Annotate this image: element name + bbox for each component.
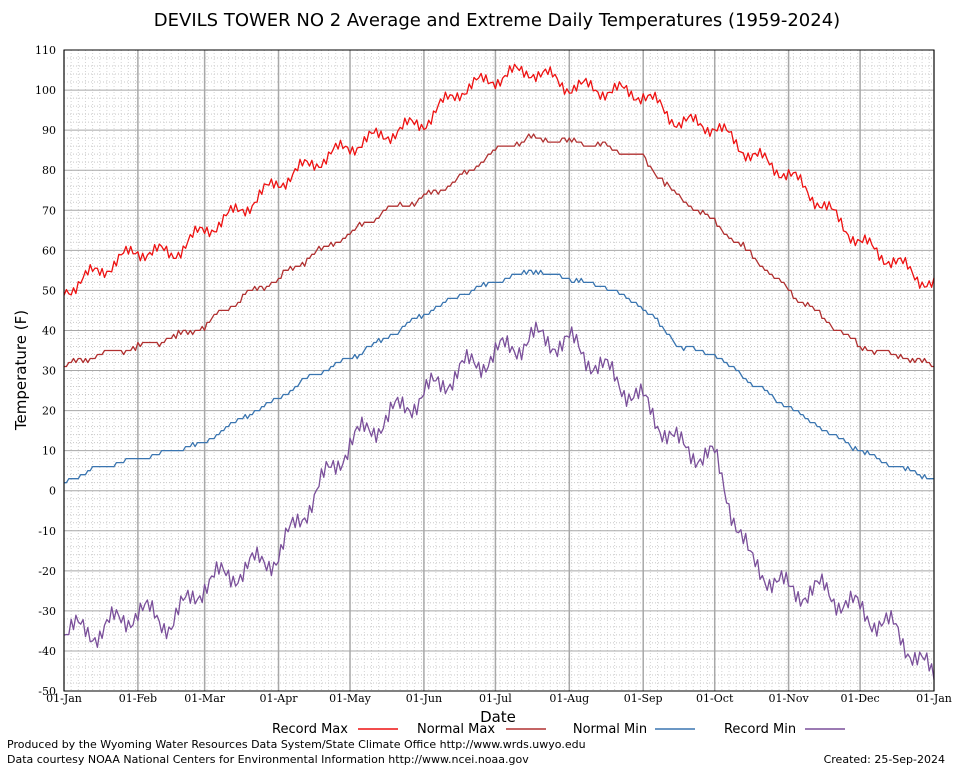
y-tick-label: 70 <box>42 204 56 217</box>
created-date: Created: 25-Sep-2024 <box>824 753 945 766</box>
x-tick-label: 01-Mar <box>184 692 226 705</box>
x-tick-label: 01-Feb <box>119 692 157 705</box>
x-tick-label: 01-Dec <box>841 692 880 705</box>
footer-credit-line-1: Produced by the Wyoming Water Resources … <box>7 738 586 751</box>
x-tick-label: 01-Jul <box>479 692 512 705</box>
x-axis-label: Date <box>480 708 516 726</box>
y-tick-label: 20 <box>42 405 56 418</box>
x-tick-label: 01-Aug <box>549 692 589 705</box>
series-layer <box>63 63 935 680</box>
legend-label: Record Min <box>724 722 796 737</box>
y-axis-label: Temperature (F) <box>12 310 30 431</box>
legend-label: Normal Min <box>573 722 647 737</box>
y-tick-label: -50 <box>38 685 56 698</box>
x-tick-label: 01-Apr <box>260 692 299 705</box>
series-line-normal-min <box>64 269 934 484</box>
plot-border <box>63 49 935 692</box>
y-tick-label: 10 <box>42 445 56 458</box>
series-line-record-min <box>63 321 935 680</box>
y-tick-label: 80 <box>42 164 56 177</box>
x-tick-label: 01-Jun <box>406 692 442 705</box>
y-tick-label: 40 <box>42 324 56 337</box>
x-tick-label: 01-Sep <box>624 692 663 705</box>
chart-title: DEVILS TOWER NO 2 Average and Extreme Da… <box>154 10 840 31</box>
y-tick-label: 50 <box>42 284 56 297</box>
minor-grid <box>63 50 934 691</box>
series-line-record-max <box>63 63 935 296</box>
y-tick-label: 100 <box>35 84 56 97</box>
footer-credit-line-2: Data courtesy NOAA National Centers for … <box>7 753 529 766</box>
x-tick-label: 01-May <box>329 692 372 705</box>
y-tick-label: -30 <box>38 605 56 618</box>
y-tick-label: 0 <box>49 485 56 498</box>
series-line-normal-max <box>64 133 934 368</box>
x-axis-ticks: 01-Jan 01-Feb 01-Mar 01-Apr 01-May 01-Jun 01-J… <box>46 692 952 705</box>
y-tick-label: 60 <box>42 244 56 257</box>
legend-label: Record Max <box>272 722 348 737</box>
y-tick-label: 30 <box>42 365 56 378</box>
x-tick-label: 01-Oct <box>696 692 734 705</box>
x-tick-label: 01-Jan <box>46 692 82 705</box>
x-tick-label: 01-Jan <box>916 692 952 705</box>
y-tick-label: -40 <box>38 645 56 658</box>
y-tick-label: -10 <box>38 525 56 538</box>
legend-label: Normal Max <box>417 722 495 737</box>
x-tick-label: 01-Nov <box>769 692 810 705</box>
y-tick-label: -20 <box>38 565 56 578</box>
legend: Record Max Normal Max Normal Min Record Min <box>272 722 845 737</box>
y-tick-label: 110 <box>35 44 56 57</box>
plot-frame <box>63 49 935 692</box>
y-tick-label: 90 <box>42 124 56 137</box>
